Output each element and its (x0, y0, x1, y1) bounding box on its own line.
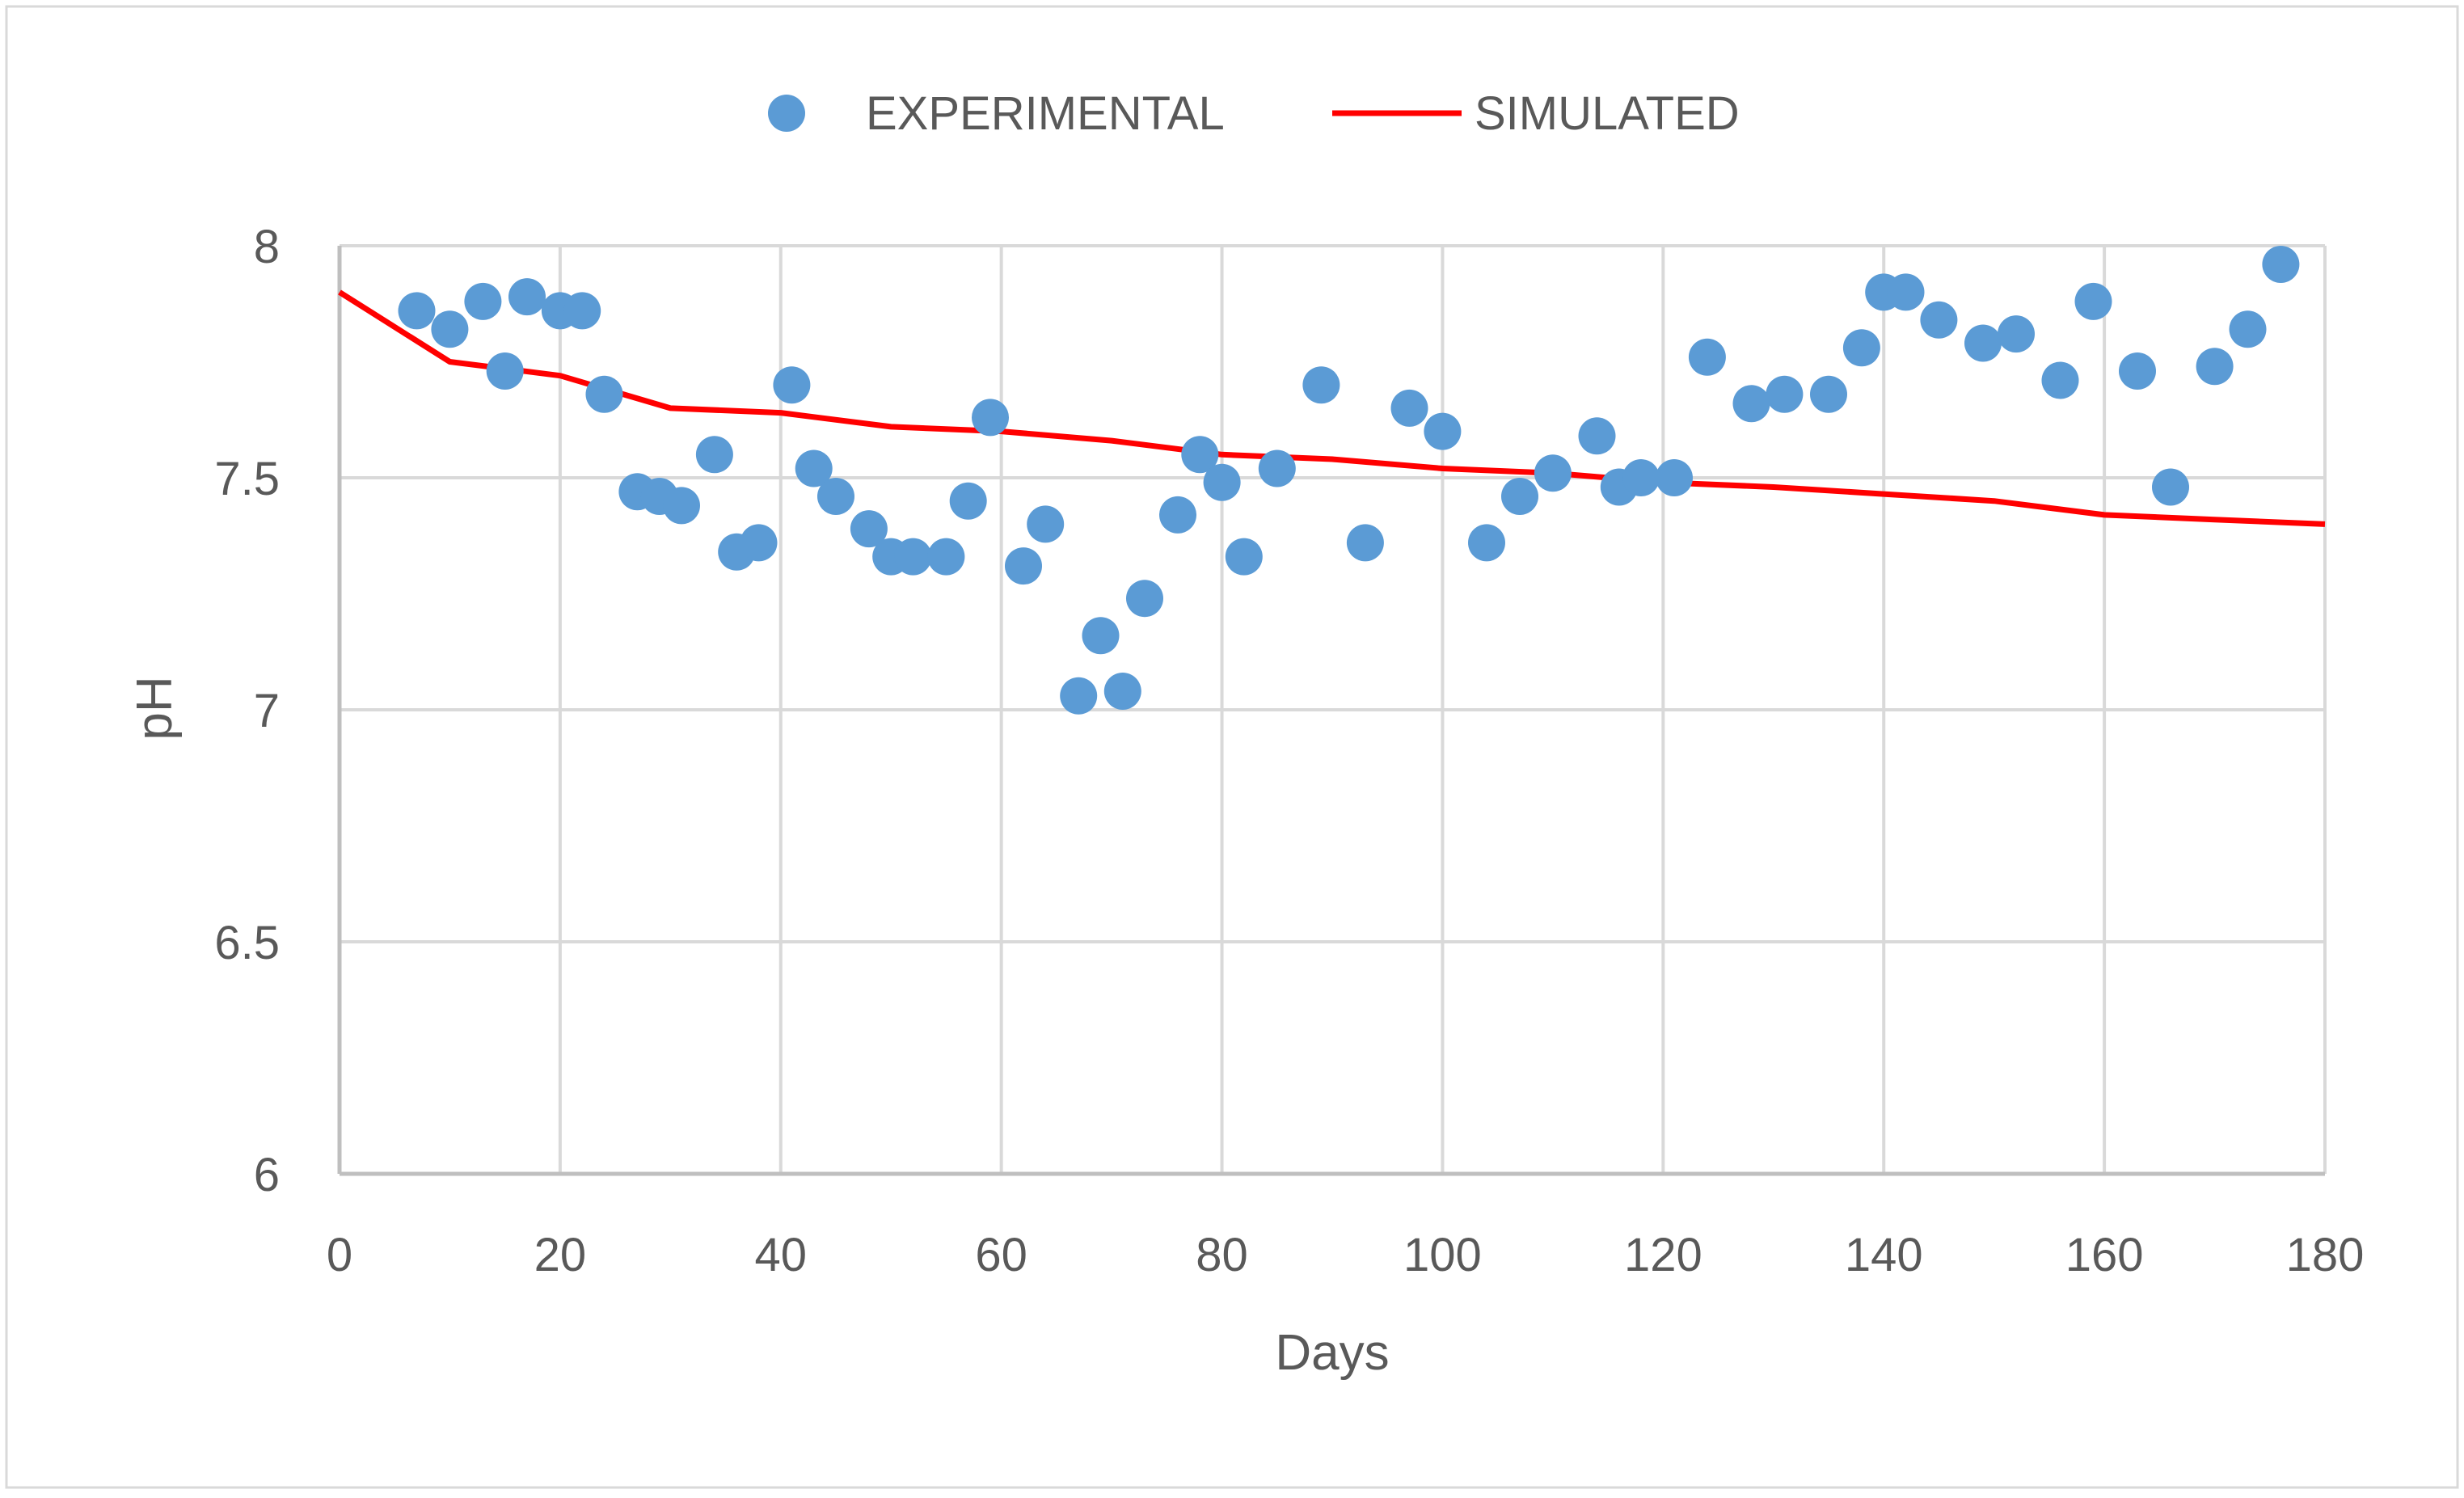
experimental-point (1390, 389, 1428, 427)
experimental-point (1964, 324, 2002, 362)
experimental-point (1656, 459, 1693, 496)
series-experimental (398, 246, 2300, 715)
y-axis-title: pH (127, 676, 183, 740)
experimental-point (949, 482, 987, 520)
experimental-point (1203, 463, 1241, 501)
experimental-point (1082, 617, 1120, 655)
y-tick-label: 7 (254, 685, 280, 737)
experimental-point (1027, 505, 1065, 543)
experimental-point (1005, 547, 1042, 585)
experimental-point (1103, 673, 1141, 710)
experimental-point (740, 524, 778, 562)
experimental-point (2041, 361, 2079, 399)
experimental-point (1225, 538, 1263, 576)
legend-label-simulated: SIMULATED (1475, 87, 1740, 140)
x-tick-label: 0 (327, 1229, 352, 1281)
experimental-point (1810, 375, 1847, 413)
x-tick-label: 160 (2065, 1229, 2144, 1281)
experimental-point (850, 510, 888, 548)
experimental-point (795, 449, 833, 487)
experimental-point (817, 478, 854, 515)
experimental-point (2229, 310, 2267, 348)
x-tick-label: 100 (1403, 1229, 1482, 1281)
experimental-point (585, 375, 623, 413)
experimental-point (1842, 329, 1880, 367)
x-axis-title: Days (1275, 1325, 1389, 1381)
chart-frame (5, 5, 2459, 1489)
series-simulated (338, 289, 2326, 527)
x-tick-label: 80 (1196, 1229, 1248, 1281)
experimental-point (972, 399, 1009, 437)
experimental-point (2119, 352, 2156, 390)
experimental-point (1181, 436, 1219, 474)
tick-labels: 66.577.580 20 40 60 80 100 120 140 160 180 (214, 221, 2364, 1281)
experimental-point (431, 310, 469, 348)
grid (340, 244, 2327, 1174)
experimental-point (1766, 375, 1804, 413)
experimental-point (2196, 348, 2234, 386)
experimental-point (1501, 478, 1538, 515)
experimental-point (508, 278, 546, 316)
experimental-point (773, 366, 811, 404)
experimental-point (1424, 412, 1462, 450)
experimental-point (1468, 524, 1505, 562)
experimental-point (663, 487, 700, 525)
legend-label-experimental: EXPERIMENTAL (866, 87, 1225, 140)
y-tick-label: 6.5 (214, 917, 280, 969)
experimental-point (1302, 366, 1340, 404)
x-tick-label: 40 (755, 1229, 808, 1281)
experimental-point (1998, 315, 2035, 353)
experimental-point (1578, 417, 1616, 455)
experimental-point (1060, 677, 1098, 715)
x-tick-label: 20 (534, 1229, 587, 1281)
experimental-point (1622, 459, 1660, 496)
experimental-point (464, 282, 502, 320)
x-tick-label: 180 (2286, 1229, 2365, 1281)
simulated-line (338, 289, 2326, 527)
y-tick-label: 6 (254, 1149, 280, 1201)
experimental-point (2074, 282, 2112, 320)
x-tick-label: 140 (1845, 1229, 1923, 1281)
experimental-point (1159, 496, 1196, 534)
experimental-point (695, 436, 733, 474)
experimental-point (2152, 468, 2189, 506)
axes (337, 246, 2325, 1176)
y-tick-label: 7.5 (214, 453, 280, 505)
experimental-point (398, 292, 436, 330)
experimental-point (1920, 301, 1958, 339)
experimental-point (2262, 246, 2300, 283)
experimental-point (563, 292, 601, 330)
experimental-point (894, 538, 932, 576)
x-tick-label: 120 (1624, 1229, 1702, 1281)
experimental-point (1688, 338, 1726, 376)
experimental-point (1732, 385, 1770, 423)
legend: EXPERIMENTAL SIMULATED (768, 87, 1740, 140)
y-tick-label: 8 (254, 221, 280, 273)
experimental-point (486, 352, 524, 390)
x-tick-label: 60 (975, 1229, 1027, 1281)
legend-marker-experimental (768, 95, 805, 132)
experimental-point (1126, 580, 1163, 618)
experimental-point (1346, 524, 1384, 562)
experimental-point (1258, 449, 1296, 487)
experimental-point (1887, 273, 1925, 311)
experimental-point (1534, 454, 1572, 492)
experimental-point (927, 538, 965, 576)
